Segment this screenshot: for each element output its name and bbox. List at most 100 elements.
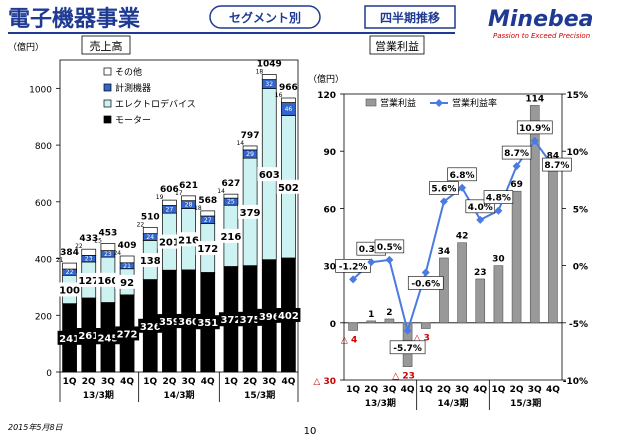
income-bar-label: 84	[547, 152, 560, 162]
sales-bar-segment	[223, 193, 239, 199]
logo-tagline: Passion to Exceed Precision	[493, 32, 590, 40]
sales-data-label: 18	[194, 205, 202, 212]
margin-point	[530, 136, 539, 145]
sales-data-label: 24	[146, 234, 154, 241]
sales-data-label: 172	[197, 244, 218, 255]
sales-total-label: 606	[160, 185, 179, 195]
sales-data-label: 92	[120, 278, 134, 289]
income-bar	[384, 318, 395, 324]
income-y2-tick-label: -5%	[569, 320, 588, 330]
margin-label-box	[389, 340, 426, 355]
income-bar	[366, 320, 377, 324]
sales-label-box	[218, 228, 243, 243]
sales-label-box	[76, 272, 101, 287]
margin-data-label: 6.8%	[450, 171, 475, 181]
margin-label-box	[501, 145, 532, 160]
sales-data-label: 100	[59, 285, 80, 296]
sales-data-label: 245	[97, 333, 118, 344]
sales-data-label: 22	[137, 221, 145, 228]
sales-bar-segment	[119, 255, 135, 264]
sales-y-tick-label: 0	[46, 369, 52, 379]
sales-label-box	[115, 326, 140, 341]
margin-data-label: -0.6%	[411, 279, 440, 289]
margin-label-box	[407, 276, 444, 290]
sales-bar-segment	[81, 248, 97, 256]
margin-label-box	[483, 190, 514, 204]
segment-badge-label: セグメント別	[229, 10, 301, 25]
sales-label-box	[157, 234, 182, 249]
sales-data-label: 241	[59, 334, 80, 345]
sales-total-label: 797	[241, 131, 260, 141]
sales-data-label: 372	[220, 315, 241, 326]
income-bar	[457, 242, 467, 324]
margin-point	[403, 326, 412, 335]
sales-data-label: 18	[256, 68, 264, 75]
sales-legend-swatch	[103, 115, 112, 124]
sales-fiscal-year-label: 15/3期	[244, 389, 275, 401]
sales-data-label: 379	[240, 208, 261, 219]
income-y-tick-label: 0	[330, 320, 336, 330]
segment-badge	[209, 5, 321, 29]
sales-bar-segment	[181, 195, 196, 202]
income-bar	[475, 278, 486, 324]
income-bar	[493, 265, 504, 324]
margin-data-label: 5.6%	[431, 185, 456, 195]
sales-label-box	[176, 313, 201, 328]
sales-data-label: 27	[204, 217, 212, 224]
sales-x-tick-label: 4Q	[281, 377, 295, 387]
sales-x-tick-label: 2Q	[162, 377, 176, 387]
income-fiscal-year-label: 14/3期	[437, 397, 468, 409]
sales-label-box	[57, 330, 82, 345]
sales-label-box	[138, 252, 163, 267]
sales-data-label: 29	[246, 151, 254, 158]
income-bar-label: 34	[438, 247, 451, 257]
sales-data-label: 17	[175, 190, 183, 197]
income-x-tick-label: 2Q	[364, 385, 378, 395]
sales-data-label: 396	[259, 312, 280, 323]
period-badge	[364, 5, 456, 29]
income-bar	[348, 322, 358, 331]
sales-data-label: 24	[113, 250, 121, 257]
sales-x-tick-label: 3Q	[262, 377, 276, 387]
sales-label-box	[195, 315, 220, 330]
income-bar	[548, 162, 558, 324]
income-legend-label: 営業利益	[380, 97, 416, 109]
margin-data-label: 10.9%	[519, 124, 550, 134]
sales-label-box	[57, 282, 82, 297]
income-x-tick-label: 3Q	[382, 385, 396, 395]
income-bar-label: 1	[368, 310, 374, 320]
margin-data-label: 4.0%	[468, 203, 493, 213]
margin-point	[512, 162, 521, 171]
sales-data-label: 22	[66, 269, 74, 276]
income-x-tick-label: 4Q	[546, 385, 560, 395]
sales-label-box	[276, 179, 301, 194]
margin-data-label: 8.7%	[504, 149, 529, 159]
sales-data-label: 402	[278, 311, 299, 322]
sales-label-box	[115, 274, 140, 289]
income-bar-label: △ 4	[341, 335, 357, 345]
sales-data-label: 216	[178, 235, 199, 246]
income-x-tick-label: 1Q	[419, 385, 433, 395]
margin-point	[439, 197, 448, 206]
sales-data-label: 502	[278, 183, 299, 194]
sales-data-label: 32	[265, 81, 273, 88]
income-y2-tick-label: -10%	[563, 377, 588, 387]
sales-legend-swatch	[103, 67, 112, 76]
income-bar-label: 30	[492, 255, 505, 265]
income-x-tick-label: 1Q	[346, 385, 360, 395]
sales-x-tick-label: 1Q	[63, 377, 77, 387]
margin-data-label: -5.7%	[393, 344, 422, 354]
sales-data-label: 272	[117, 329, 138, 340]
margin-data-label: 0.5%	[377, 243, 402, 253]
margin-label-box	[516, 120, 553, 135]
margin-data-label: -1.2%	[339, 262, 368, 272]
sales-x-tick-label: 4Q	[201, 377, 215, 387]
income-y2-tick-label: 10%	[566, 148, 588, 158]
margin-label-box	[335, 259, 371, 273]
income-bar-label: 2	[386, 308, 392, 318]
page-number: 10	[304, 426, 317, 437]
sales-chart: 売上高 （億円） 0200400600800100024110022213841…	[8, 35, 301, 402]
sales-data-label: 21	[56, 257, 64, 264]
income-bar	[529, 105, 540, 324]
